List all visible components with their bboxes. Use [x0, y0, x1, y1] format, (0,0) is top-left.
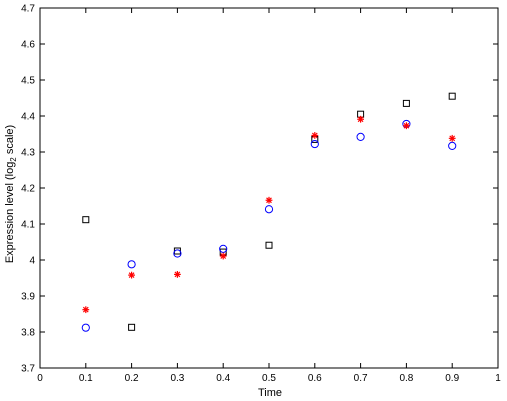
x-tick-label: 0.5 — [262, 373, 276, 384]
asterisk-marker — [311, 132, 319, 139]
asterisk-marker — [357, 115, 364, 123]
y-axis-label-end: scale) — [4, 125, 16, 157]
x-tick-label: 0.2 — [125, 373, 139, 384]
asterisk-marker — [219, 252, 227, 260]
x-tick-label: 0.4 — [216, 373, 230, 384]
y-tick-label: 3.9 — [21, 292, 35, 303]
x-tick-label: 0.1 — [79, 373, 93, 384]
x-tick-label: 0.8 — [399, 373, 413, 384]
y-axis-label-subscript: 2 — [9, 157, 18, 162]
y-tick-label: 4.7 — [21, 4, 35, 15]
series-asterisk-markers — [82, 115, 456, 314]
circle-marker — [448, 141, 457, 150]
y-tick-label: 4.5 — [21, 76, 35, 87]
y-tick-label: 3.7 — [21, 364, 35, 375]
x-tick-label: 0.3 — [170, 373, 184, 384]
y-tick-label: 4.3 — [21, 148, 35, 159]
plot-area — [39, 7, 499, 369]
circle-marker — [310, 139, 319, 149]
asterisk-marker — [128, 271, 135, 279]
x-tick-label: 0 — [37, 373, 43, 384]
y-axis-label-main: Expression level (log — [4, 162, 16, 264]
circle-marker — [127, 260, 136, 269]
data-markers — [81, 92, 457, 332]
square-marker — [265, 241, 273, 249]
asterisk-marker — [174, 271, 181, 278]
y-tick-label: 4.2 — [21, 184, 35, 195]
asterisk-marker — [448, 134, 456, 142]
y-tick-label: 4.1 — [21, 220, 35, 231]
x-tick-label: 0.9 — [445, 373, 459, 384]
circle-marker — [219, 244, 228, 253]
y-tick-label: 4.6 — [21, 40, 35, 51]
plot-frame — [39, 7, 499, 369]
square-marker — [82, 216, 90, 224]
asterisk-marker — [265, 196, 273, 204]
y-axis-label: Expression level (log2 scale) — [4, 125, 18, 263]
circle-marker — [264, 205, 274, 214]
circle-marker — [173, 249, 182, 258]
square-marker — [402, 99, 410, 107]
y-tick-label: 4 — [29, 256, 35, 267]
x-tick-label: 0.7 — [354, 373, 368, 384]
y-tick-label: 4.4 — [21, 112, 35, 123]
asterisk-marker — [82, 306, 90, 314]
series-circle-markers — [81, 119, 457, 332]
y-axis-ticks: 3.7 3.8 3.9 4 4.1 4.2 4.3 4.4 4.5 4.6 4.7 — [21, 4, 498, 375]
circle-marker — [81, 323, 90, 332]
y-tick-label: 3.8 — [21, 328, 35, 339]
square-marker — [128, 323, 136, 331]
x-tick-label: 1 — [495, 373, 501, 384]
asterisk-marker — [403, 122, 410, 130]
x-axis-ticks: 0 0.1 0.2 0.3 0.4 0.5 0.6 0.7 0.8 0.9 1 — [37, 8, 501, 384]
x-axis-label: Time — [258, 387, 282, 399]
circle-marker — [356, 132, 365, 141]
square-marker — [448, 92, 456, 100]
x-tick-label: 0.6 — [308, 373, 322, 384]
